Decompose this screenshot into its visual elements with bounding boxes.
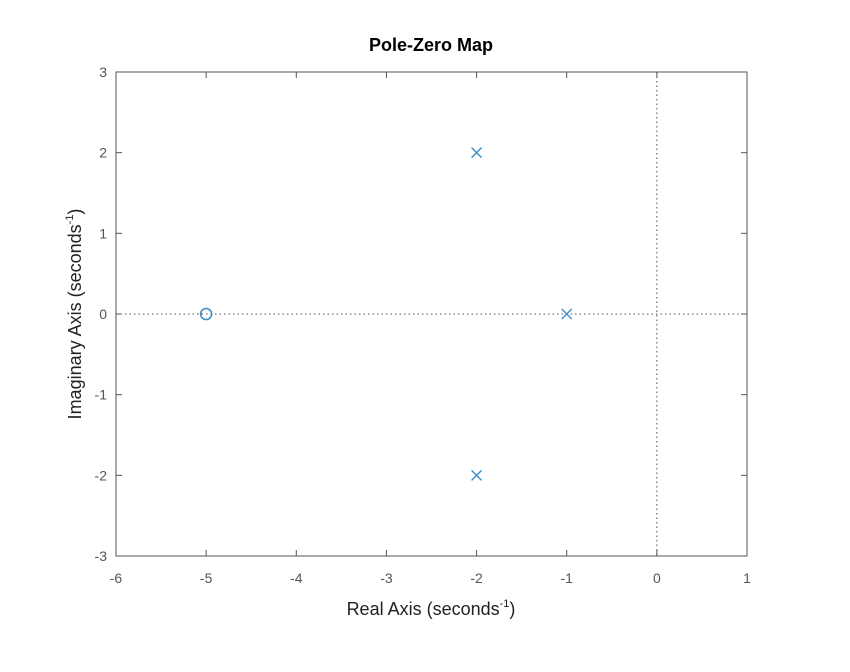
y-tick-label: 1 xyxy=(99,225,107,241)
x-ticks: -6 -5 -4 -3 -2 -1 0 1 xyxy=(110,72,751,586)
y-ticks: -3 -2 -1 0 1 2 3 xyxy=(95,64,747,564)
zero-marker xyxy=(199,307,213,321)
x-tick-label: 1 xyxy=(743,570,751,586)
x-tick-label: -1 xyxy=(560,570,573,586)
pole-marker xyxy=(471,469,483,481)
chart-title: Pole-Zero Map xyxy=(369,35,493,55)
y-tick-label: -3 xyxy=(95,548,108,564)
x-tick-label: -6 xyxy=(110,570,123,586)
x-tick-label: -5 xyxy=(200,570,213,586)
markers xyxy=(199,147,573,481)
x-tick-label: -2 xyxy=(470,570,483,586)
y-tick-label: 2 xyxy=(99,145,107,161)
x-tick-label: 0 xyxy=(653,570,661,586)
y-tick-label: -2 xyxy=(95,467,108,483)
pole-marker xyxy=(561,308,573,320)
x-tick-label: -4 xyxy=(290,570,303,586)
pole-marker xyxy=(471,147,483,159)
y-tick-label: 3 xyxy=(99,64,107,80)
reference-lines xyxy=(116,72,747,556)
x-tick-label: -3 xyxy=(380,570,393,586)
y-tick-label: 0 xyxy=(99,306,107,322)
y-axis-label: Imaginary Axis (seconds-1) xyxy=(64,209,85,420)
y-tick-label: -1 xyxy=(95,387,108,403)
x-axis-label: Real Axis (seconds-1) xyxy=(347,598,516,619)
